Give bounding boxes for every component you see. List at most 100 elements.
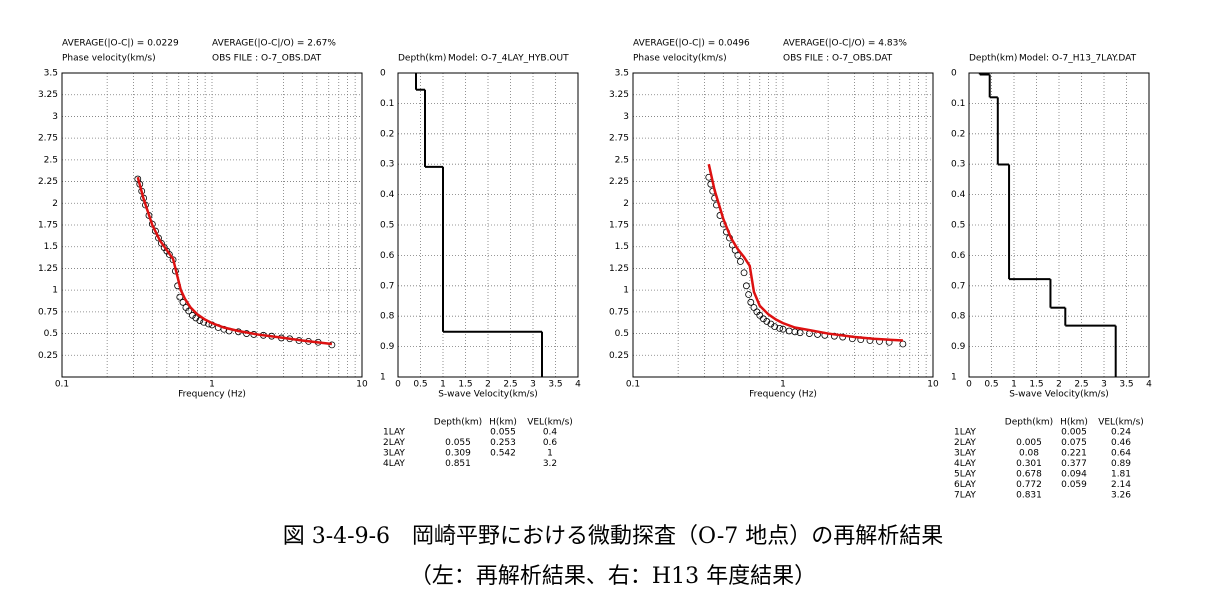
- stats: AVERAGE(|O-C|) = 0.0229: [62, 39, 179, 49]
- observed-point: [740, 269, 748, 277]
- x-tick-label: 1.5: [1029, 380, 1043, 390]
- x-tick-label: 2: [485, 380, 491, 390]
- y-tick-label: 0.8: [380, 312, 395, 322]
- calculated-curve: [707, 163, 903, 342]
- table-cell: 3.2: [543, 459, 557, 469]
- y-tick-label: 2.25: [609, 177, 629, 187]
- table-cell: 0.851: [445, 459, 471, 469]
- observed-point: [185, 307, 193, 315]
- x-axis-label: Frequency (Hz): [749, 390, 817, 400]
- table-cell: 0.542: [490, 449, 516, 459]
- table-cell: 0.64: [1111, 449, 1131, 459]
- y-tick-label: 1: [951, 373, 957, 383]
- table-cell: 0.094: [1061, 470, 1087, 480]
- y-tick-label: 1: [52, 286, 58, 296]
- table-header: Depth(km): [1005, 418, 1053, 428]
- y-tick-label: 3.5: [44, 69, 58, 79]
- y-tick-label: 1.5: [615, 242, 629, 252]
- y-tick-label: 0.3: [951, 160, 965, 170]
- x-tick-label: 2.5: [503, 380, 517, 390]
- layer-name: 3LAY: [383, 449, 405, 459]
- observed-point: [796, 329, 804, 337]
- table-header: H(km): [1060, 418, 1088, 428]
- x-tick-label: 4: [575, 380, 581, 390]
- table-cell: 2.14: [1111, 480, 1131, 490]
- layer-name: 4LAY: [954, 459, 976, 469]
- table-cell: 0.059: [1061, 480, 1087, 490]
- observed-point: [779, 325, 787, 333]
- x-tick-label: 10: [356, 380, 368, 390]
- observed-point: [791, 328, 799, 336]
- table-cell: 0.075: [1061, 438, 1087, 448]
- y-tick-label: 0.9: [951, 342, 966, 352]
- y-tick-label: 0.4: [380, 190, 395, 200]
- y-tick-label: 3.25: [609, 90, 629, 100]
- y-tick-label: 0.25: [38, 351, 58, 361]
- y-tick-label: 1.5: [44, 242, 58, 252]
- layer-name: 5LAY: [954, 470, 976, 480]
- y-tick-label: 3.5: [615, 69, 629, 79]
- table-cell: 1.81: [1111, 470, 1131, 480]
- observed-point: [742, 282, 750, 290]
- layer-name: 2LAY: [383, 438, 405, 448]
- y-tick-label: 0: [380, 69, 386, 79]
- y-tick-label: 2.5: [615, 155, 629, 165]
- layer-name: 3LAY: [954, 449, 976, 459]
- y-tick-label: 0.3: [380, 160, 394, 170]
- model-name: Model: O-7_4LAY_HYB.OUT: [448, 54, 569, 64]
- observed-point: [747, 298, 755, 306]
- x-tick-label: 1: [1011, 380, 1017, 390]
- y-tick-label: 0.7: [380, 281, 394, 291]
- layer-name: 4LAY: [383, 459, 405, 469]
- y-tick-label: 1: [623, 286, 629, 296]
- y-tick-label: 0.5: [44, 329, 58, 339]
- y-tick-label: 0.5: [380, 221, 394, 231]
- y-tick-label: 1.25: [609, 264, 629, 274]
- x-tick-label: 3: [1101, 380, 1107, 390]
- table-header: H(km): [489, 418, 517, 428]
- y-tick-label: 0.4: [951, 190, 966, 200]
- y-axis-label: Phase velocity(km/s): [62, 54, 156, 64]
- x-tick-label: 0.5: [984, 380, 998, 390]
- table-cell: 0.772: [1016, 480, 1042, 490]
- obs-file: OBS FILE : O-7_OBS.DAT: [783, 54, 893, 64]
- y-tick-label: 2.5: [44, 155, 58, 165]
- table-cell: 0.46: [1111, 438, 1131, 448]
- y-axis-label: Phase velocity(km/s): [633, 54, 727, 64]
- observed-point: [734, 251, 742, 259]
- y-tick-label: 0.1: [951, 99, 965, 109]
- y-tick-label: 0.9: [380, 342, 395, 352]
- table-header: VEL(km/s): [1098, 418, 1144, 428]
- y-tick-label: 3: [623, 112, 629, 122]
- layer-name: 7LAY: [954, 491, 976, 501]
- observed-point: [737, 258, 744, 265]
- stats: AVERAGE(|O-C|/O) = 2.67%: [212, 39, 336, 49]
- x-tick-label: 1: [780, 380, 786, 390]
- x-tick-label: 4: [1146, 380, 1152, 390]
- table-cell: 3.26: [1111, 491, 1131, 501]
- y-tick-label: 2: [623, 199, 629, 209]
- y-tick-label: 0.2: [380, 129, 394, 139]
- y-tick-label: 0.8: [951, 312, 966, 322]
- table-cell: 0.377: [1061, 459, 1087, 469]
- caption: 図 3-4-9-6 岡崎平野における微動探査（O-7 地点）の再解析結果: [283, 524, 944, 549]
- layer-name: 1LAY: [383, 428, 405, 438]
- x-tick-label: 0.1: [55, 380, 69, 390]
- observed-point: [899, 340, 907, 348]
- table-cell: 0.4: [543, 428, 558, 438]
- plot-frame: [61, 72, 363, 378]
- table-header: VEL(km/s): [527, 418, 573, 428]
- observed-point: [745, 291, 753, 298]
- table-cell: 0.678: [1016, 470, 1042, 480]
- x-tick-label: 0.1: [626, 380, 640, 390]
- x-tick-label: 1.5: [458, 380, 472, 390]
- table-cell: 0.309: [445, 449, 471, 459]
- y-axis-label: Depth(km): [969, 54, 1017, 64]
- table-cell: 0.24: [1111, 428, 1131, 438]
- y-tick-label: 3: [52, 112, 58, 122]
- y-tick-label: 0.1: [380, 99, 394, 109]
- y-tick-label: 0.25: [609, 351, 629, 361]
- plot-frame: [397, 72, 579, 378]
- obs-file: OBS FILE : O-7_OBS.DAT: [212, 54, 322, 64]
